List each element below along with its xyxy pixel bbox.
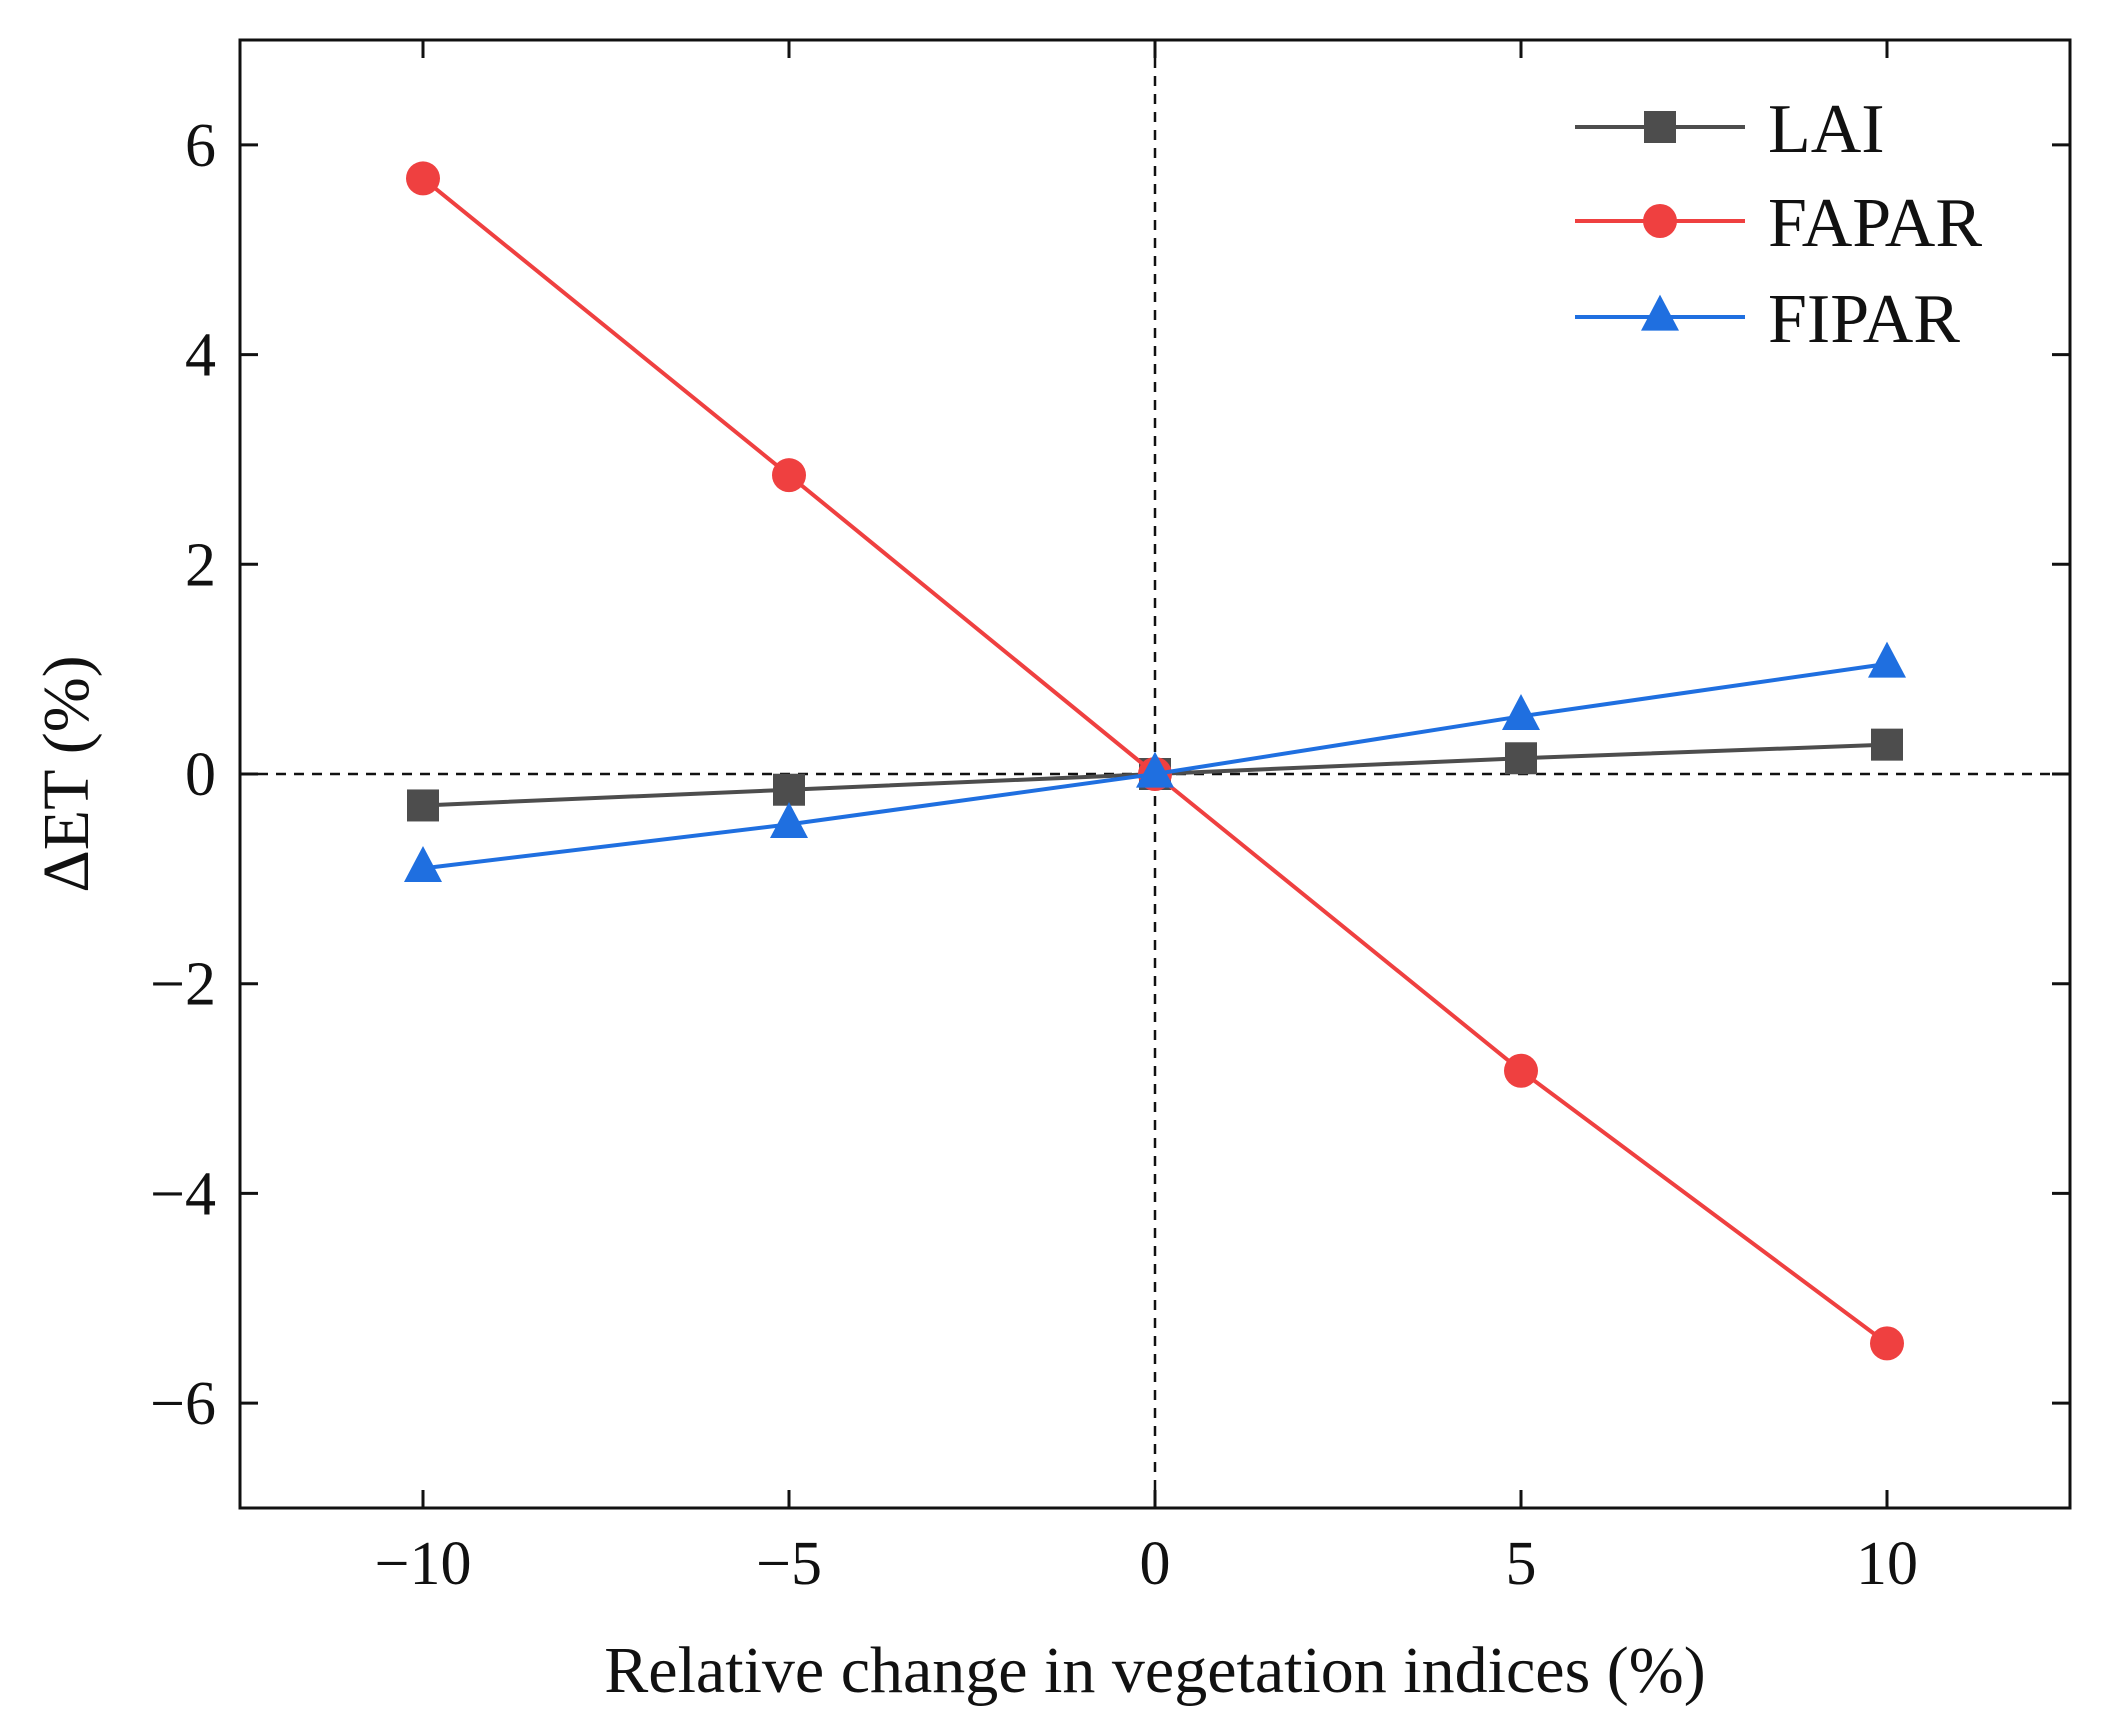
fapar-point (406, 161, 440, 196)
y-tick-labels: −6 −4 −2 0 2 4 6 (150, 112, 216, 1438)
y-tick-label: −2 (150, 951, 216, 1019)
lai-point (773, 773, 805, 806)
legend-marker-fipar (1641, 294, 1679, 331)
fipar-point (1502, 694, 1540, 731)
legend-marker-lai (1644, 111, 1676, 143)
legend-marker-fapar (1643, 204, 1677, 238)
y-tick-label: 6 (185, 112, 216, 180)
x-tick-label: 10 (1856, 1530, 1918, 1598)
y-tick-label: 2 (185, 531, 216, 599)
lai-point (1505, 742, 1537, 775)
legend-label-lai: LAI (1768, 91, 1885, 168)
fapar-point (1504, 1053, 1538, 1088)
y-tick-label: 4 (185, 322, 216, 390)
fipar-point (404, 846, 442, 883)
legend: LAI FAPAR FIPAR (1575, 91, 1982, 358)
x-tick-label: −5 (756, 1530, 822, 1598)
series-fipar (404, 641, 1906, 883)
legend-label-fipar: FIPAR (1768, 281, 1960, 358)
series-layer (404, 161, 1906, 1361)
legend-label-fapar: FAPAR (1768, 185, 1982, 262)
lai-point (407, 789, 439, 822)
fipar-point (1868, 641, 1906, 678)
y-tick-label: −6 (150, 1370, 216, 1438)
x-axis-title: Relative change in vegetation indices (%… (604, 1634, 1705, 1707)
x-tick-labels: −10 −5 0 5 10 (375, 1530, 1918, 1598)
x-tick-label: −10 (375, 1530, 472, 1598)
fapar-point (1870, 1326, 1904, 1361)
x-tick-label: 0 (1140, 1530, 1171, 1598)
fipar-point (1136, 751, 1174, 788)
ticks (240, 40, 2070, 1508)
x-tick-label: 5 (1506, 1530, 1537, 1598)
fapar-point (772, 458, 806, 493)
y-tick-label: 0 (185, 741, 216, 809)
lai-point (1871, 728, 1903, 761)
y-tick-label: −4 (150, 1160, 216, 1228)
fipar-point (770, 802, 808, 839)
y-axis-title: ΔET (%) (30, 655, 103, 892)
